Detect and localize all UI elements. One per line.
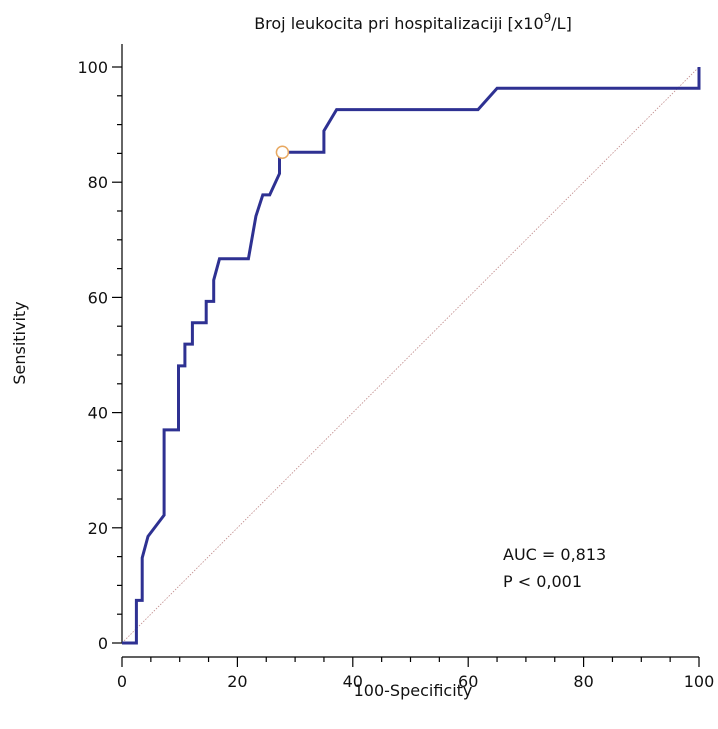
- y-tick-label: 40: [88, 404, 108, 423]
- chart-title-main: Broj leukocita pri hospitalizaciji [x10: [254, 14, 543, 33]
- y-tick-label: 60: [88, 288, 108, 307]
- y-tick-label: 0: [98, 634, 108, 653]
- plot-frame: [121, 44, 699, 658]
- chart-title-superscript: 9: [544, 11, 552, 25]
- x-axis-title: 100-Specificity: [354, 681, 473, 700]
- optimal-cutoff-point: [275, 145, 290, 159]
- x-tick-label: 40: [343, 672, 363, 691]
- chart-title-unit: /L]: [551, 14, 572, 33]
- x-tick-label: 0: [117, 672, 127, 691]
- y-axis-title: Sensitivity: [10, 301, 29, 384]
- y-tick-label: 20: [88, 519, 108, 538]
- y-ticks: 0 20 40 60 80 100: [77, 58, 122, 653]
- x-tick-label: 80: [573, 672, 593, 691]
- y-tick-label: 80: [88, 173, 108, 192]
- x-tick-label: 100: [684, 672, 715, 691]
- x-ticks: 0 20 40 60 80 100: [117, 657, 714, 691]
- chart-title: Broj leukocita pri hospitalizaciji [x109…: [254, 11, 572, 33]
- roc-curve-series: [122, 67, 701, 645]
- p-value-annotation: P < 0,001: [503, 572, 582, 591]
- x-tick-label: 20: [227, 672, 247, 691]
- x-tick-label: 60: [458, 672, 478, 691]
- y-tick-label: 100: [77, 58, 108, 77]
- reference-diagonal-line: [121, 66, 700, 644]
- auc-annotation: AUC = 0,813: [503, 545, 606, 564]
